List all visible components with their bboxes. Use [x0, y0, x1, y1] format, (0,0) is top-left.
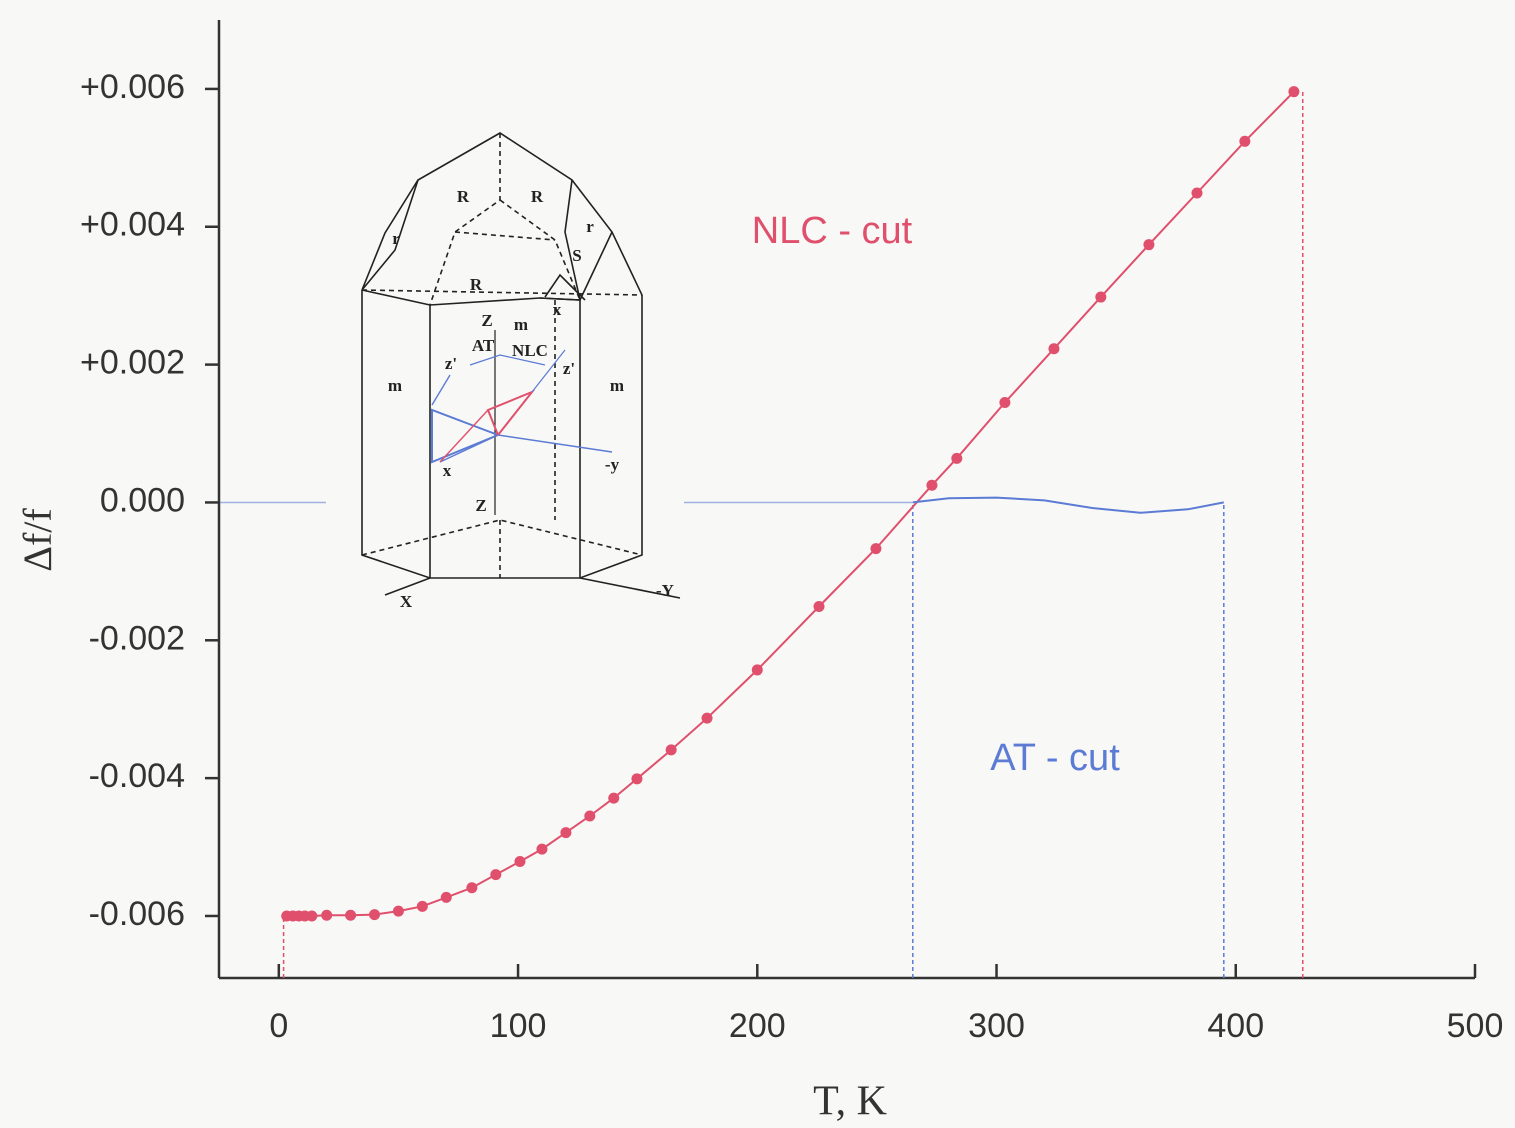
inset-label: R [531, 187, 544, 206]
inset-label: R [457, 187, 470, 206]
y-tick-label: +0.004 [80, 206, 185, 244]
inset-edge [469, 354, 546, 366]
data-point [813, 601, 825, 613]
data-point [631, 773, 643, 785]
data-point [1288, 86, 1300, 98]
inset-edge [431, 408, 499, 464]
data-point [1191, 187, 1203, 199]
data-point [392, 905, 404, 917]
data-point [440, 891, 452, 903]
data-point [306, 910, 318, 922]
inset-edge [499, 199, 581, 301]
series-line [912, 496, 1224, 514]
data-point [321, 909, 333, 921]
inset-label: z' [445, 354, 457, 373]
inset-edge [361, 132, 643, 579]
inset-edge [429, 133, 501, 306]
inset-label: -Y [656, 581, 674, 600]
data-point [751, 664, 763, 676]
data-point [1048, 343, 1060, 355]
inset-edge [439, 409, 489, 463]
data-point [701, 712, 713, 724]
data-point [416, 900, 428, 912]
inset-label: AT [472, 336, 495, 355]
data-point [870, 543, 882, 555]
data-point [926, 479, 938, 491]
inset-label: x [553, 300, 562, 319]
x-tick-label: 200 [729, 1007, 786, 1045]
inset-edge [361, 289, 643, 296]
y-tick-label: 0.000 [100, 481, 185, 519]
data-point [951, 452, 963, 464]
x-tick-label: 100 [490, 1007, 547, 1045]
data-point [584, 810, 596, 822]
inset-edge [361, 289, 431, 306]
data-point [345, 909, 357, 921]
y-tick-label: -0.004 [89, 757, 185, 795]
data-point [536, 843, 548, 855]
inset-label: m [388, 376, 402, 395]
data-point [369, 909, 381, 921]
inset-edge [564, 179, 581, 301]
inset-background [326, 120, 684, 620]
inset-edge [486, 389, 536, 436]
y-tick-label: +0.002 [80, 344, 185, 382]
inset-edge [454, 231, 556, 241]
data-point [490, 869, 502, 881]
inset-edge [361, 179, 419, 291]
inset-label: NLC [512, 341, 548, 360]
x-tick-label: 500 [1447, 1007, 1504, 1045]
inset-label: x [443, 461, 452, 480]
inset-label: X [400, 592, 413, 611]
data-point [1143, 239, 1155, 251]
inset-edge [544, 273, 586, 301]
inset-edge [531, 349, 566, 393]
inset-label: z' [563, 359, 575, 378]
inset-label: m [610, 376, 624, 395]
x-tick-label: 400 [1207, 1007, 1264, 1045]
y-tick-label: +0.006 [80, 68, 185, 106]
x-tick-label: 0 [269, 1007, 288, 1045]
y-axis-label: Δf/f [15, 508, 60, 572]
data-point [1239, 135, 1251, 147]
inset-label: m [514, 315, 528, 334]
inset-label: Z [481, 311, 492, 330]
inset-edge [384, 577, 431, 596]
y-tick-label: -0.002 [89, 619, 185, 657]
inset-edge [439, 434, 499, 463]
inset-label: R [470, 275, 483, 294]
data-point [1095, 291, 1107, 303]
inset-label: -y [605, 455, 620, 474]
inset-edge [497, 434, 613, 453]
x-tick-label: 300 [968, 1007, 1025, 1045]
data-point [665, 744, 677, 756]
inset-label: r [586, 217, 594, 236]
series-label: NLC - cut [752, 210, 913, 252]
y-tick-label: -0.006 [89, 895, 185, 933]
inset-label: Z [475, 496, 486, 515]
x-axis-label: T, K [813, 1079, 887, 1125]
series-label: AT - cut [990, 737, 1120, 779]
data-point [608, 792, 620, 804]
data-point [560, 827, 572, 839]
data-point [999, 397, 1011, 409]
inset-edge [431, 374, 451, 406]
inset-edge [579, 577, 681, 599]
inset-label: S [572, 246, 581, 265]
inset-label: r [392, 229, 400, 248]
inset-edge [361, 519, 643, 556]
data-point [466, 882, 478, 894]
data-point [514, 856, 526, 868]
